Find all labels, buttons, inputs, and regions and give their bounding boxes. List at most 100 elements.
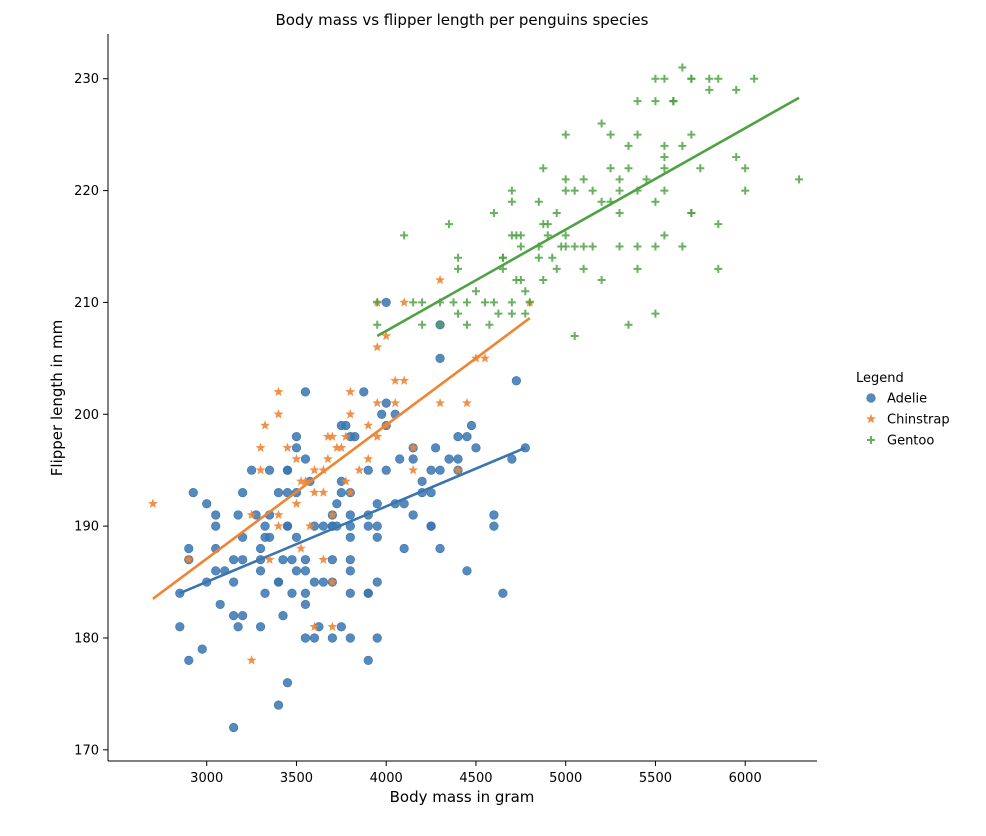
gentoo-point: [597, 119, 606, 128]
adelie-point: [363, 521, 373, 531]
x-tick-label: 4500: [459, 771, 492, 786]
adelie-point: [211, 566, 221, 576]
adelie-point: [255, 543, 266, 554]
chinstrap-point: [327, 431, 338, 441]
gentoo-point: [521, 309, 530, 318]
adelie-point: [229, 555, 239, 565]
adelie-point: [372, 532, 382, 542]
legend-label-adelie: Adelie: [887, 392, 927, 407]
adelie-point: [291, 443, 302, 453]
adelie-point: [471, 443, 481, 453]
gentoo-point: [606, 130, 615, 139]
y-tick-label: 180: [74, 631, 99, 646]
chinstrap-point: [408, 465, 419, 475]
chinstrap-point: [340, 476, 351, 486]
gentoo-point: [373, 298, 382, 307]
adelie-point: [238, 555, 248, 565]
chinstrap-point: [399, 297, 410, 307]
chinstrap-point: [390, 375, 401, 385]
y-tick-label: 200: [74, 408, 99, 423]
adelie-point: [430, 443, 441, 453]
gentoo-point: [633, 130, 642, 139]
adelie-point: [444, 454, 454, 464]
chinstrap-point: [273, 386, 284, 397]
chinstrap-point: [381, 330, 392, 341]
gentoo-point: [579, 242, 588, 251]
gentoo-point: [624, 164, 633, 173]
chinstrap-point: [331, 442, 342, 453]
chinstrap-point: [399, 375, 410, 385]
gentoo-point: [471, 287, 480, 296]
gentoo-point: [633, 242, 642, 251]
adelie-point: [291, 432, 302, 442]
adelie-point: [229, 722, 239, 733]
adelie-point: [426, 465, 436, 475]
adelie-point: [300, 566, 311, 576]
adelie-point: [211, 510, 221, 520]
legend-marker-adelie: [866, 393, 876, 403]
gentoo-point: [660, 141, 669, 150]
y-tick-label: 220: [74, 184, 99, 199]
adelie-point: [399, 543, 409, 554]
gentoo-point: [714, 264, 723, 273]
chinstrap-point: [322, 453, 333, 464]
gentoo-point: [615, 242, 624, 251]
gentoo-point: [660, 186, 669, 195]
gentoo-point: [552, 208, 561, 217]
gentoo-point: [615, 186, 624, 195]
chinstrap-point: [273, 509, 284, 520]
adelie-point: [453, 454, 463, 464]
adelie-point: [435, 465, 445, 475]
y-tick-label: 230: [74, 72, 99, 87]
adelie-point: [278, 610, 288, 621]
gentoo-point: [480, 298, 489, 307]
chinstrap-point: [372, 397, 383, 408]
series-chinstrap: [147, 274, 535, 665]
adelie-point: [238, 487, 248, 498]
gentoo-point: [454, 253, 463, 262]
gentoo-point: [651, 197, 660, 206]
gentoo-point: [606, 164, 615, 173]
chinstrap-point: [327, 509, 338, 520]
adelie-point: [229, 610, 239, 621]
adelie-point: [345, 633, 355, 643]
y-tick-label: 210: [74, 296, 99, 311]
gentoo-point: [489, 208, 498, 217]
chinstrap-point: [372, 341, 383, 352]
x-tick-label: 3000: [190, 771, 223, 786]
gentoo-point: [539, 164, 548, 173]
x-tick-label: 3500: [280, 771, 313, 786]
gentoo-point: [462, 298, 471, 307]
adelie-point: [466, 420, 477, 431]
adelie-point: [381, 297, 391, 308]
gentoo-point: [534, 253, 543, 262]
x-tick-label: 6000: [729, 771, 762, 786]
gentoo-point: [418, 320, 427, 329]
adelie-point: [489, 510, 499, 520]
chinstrap-point: [372, 431, 383, 441]
legend-title: Legend: [856, 371, 904, 386]
chinstrap-point: [453, 465, 463, 475]
adelie-point: [363, 588, 373, 598]
adelie-point: [273, 700, 284, 710]
gentoo-point: [669, 97, 678, 106]
chinstrap-point: [282, 442, 293, 453]
adelie-point: [332, 499, 342, 509]
gentoo-point: [507, 197, 516, 206]
adelie-point: [417, 476, 427, 486]
adelie-point: [264, 532, 275, 542]
y-tick-label: 170: [74, 743, 99, 758]
adelie-point: [233, 622, 243, 632]
adelie-point: [202, 499, 212, 509]
adelie-point: [462, 566, 472, 576]
gentoo-point: [543, 231, 552, 240]
adelie-point: [318, 521, 328, 531]
gentoo-point: [552, 264, 561, 273]
gentoo-point: [660, 153, 669, 162]
adelie-point: [408, 510, 418, 520]
chinstrap-point: [291, 453, 302, 464]
gentoo-point: [651, 309, 660, 318]
gentoo-point: [741, 186, 750, 195]
adelie-point: [345, 566, 355, 576]
gentoo-point: [678, 63, 687, 72]
